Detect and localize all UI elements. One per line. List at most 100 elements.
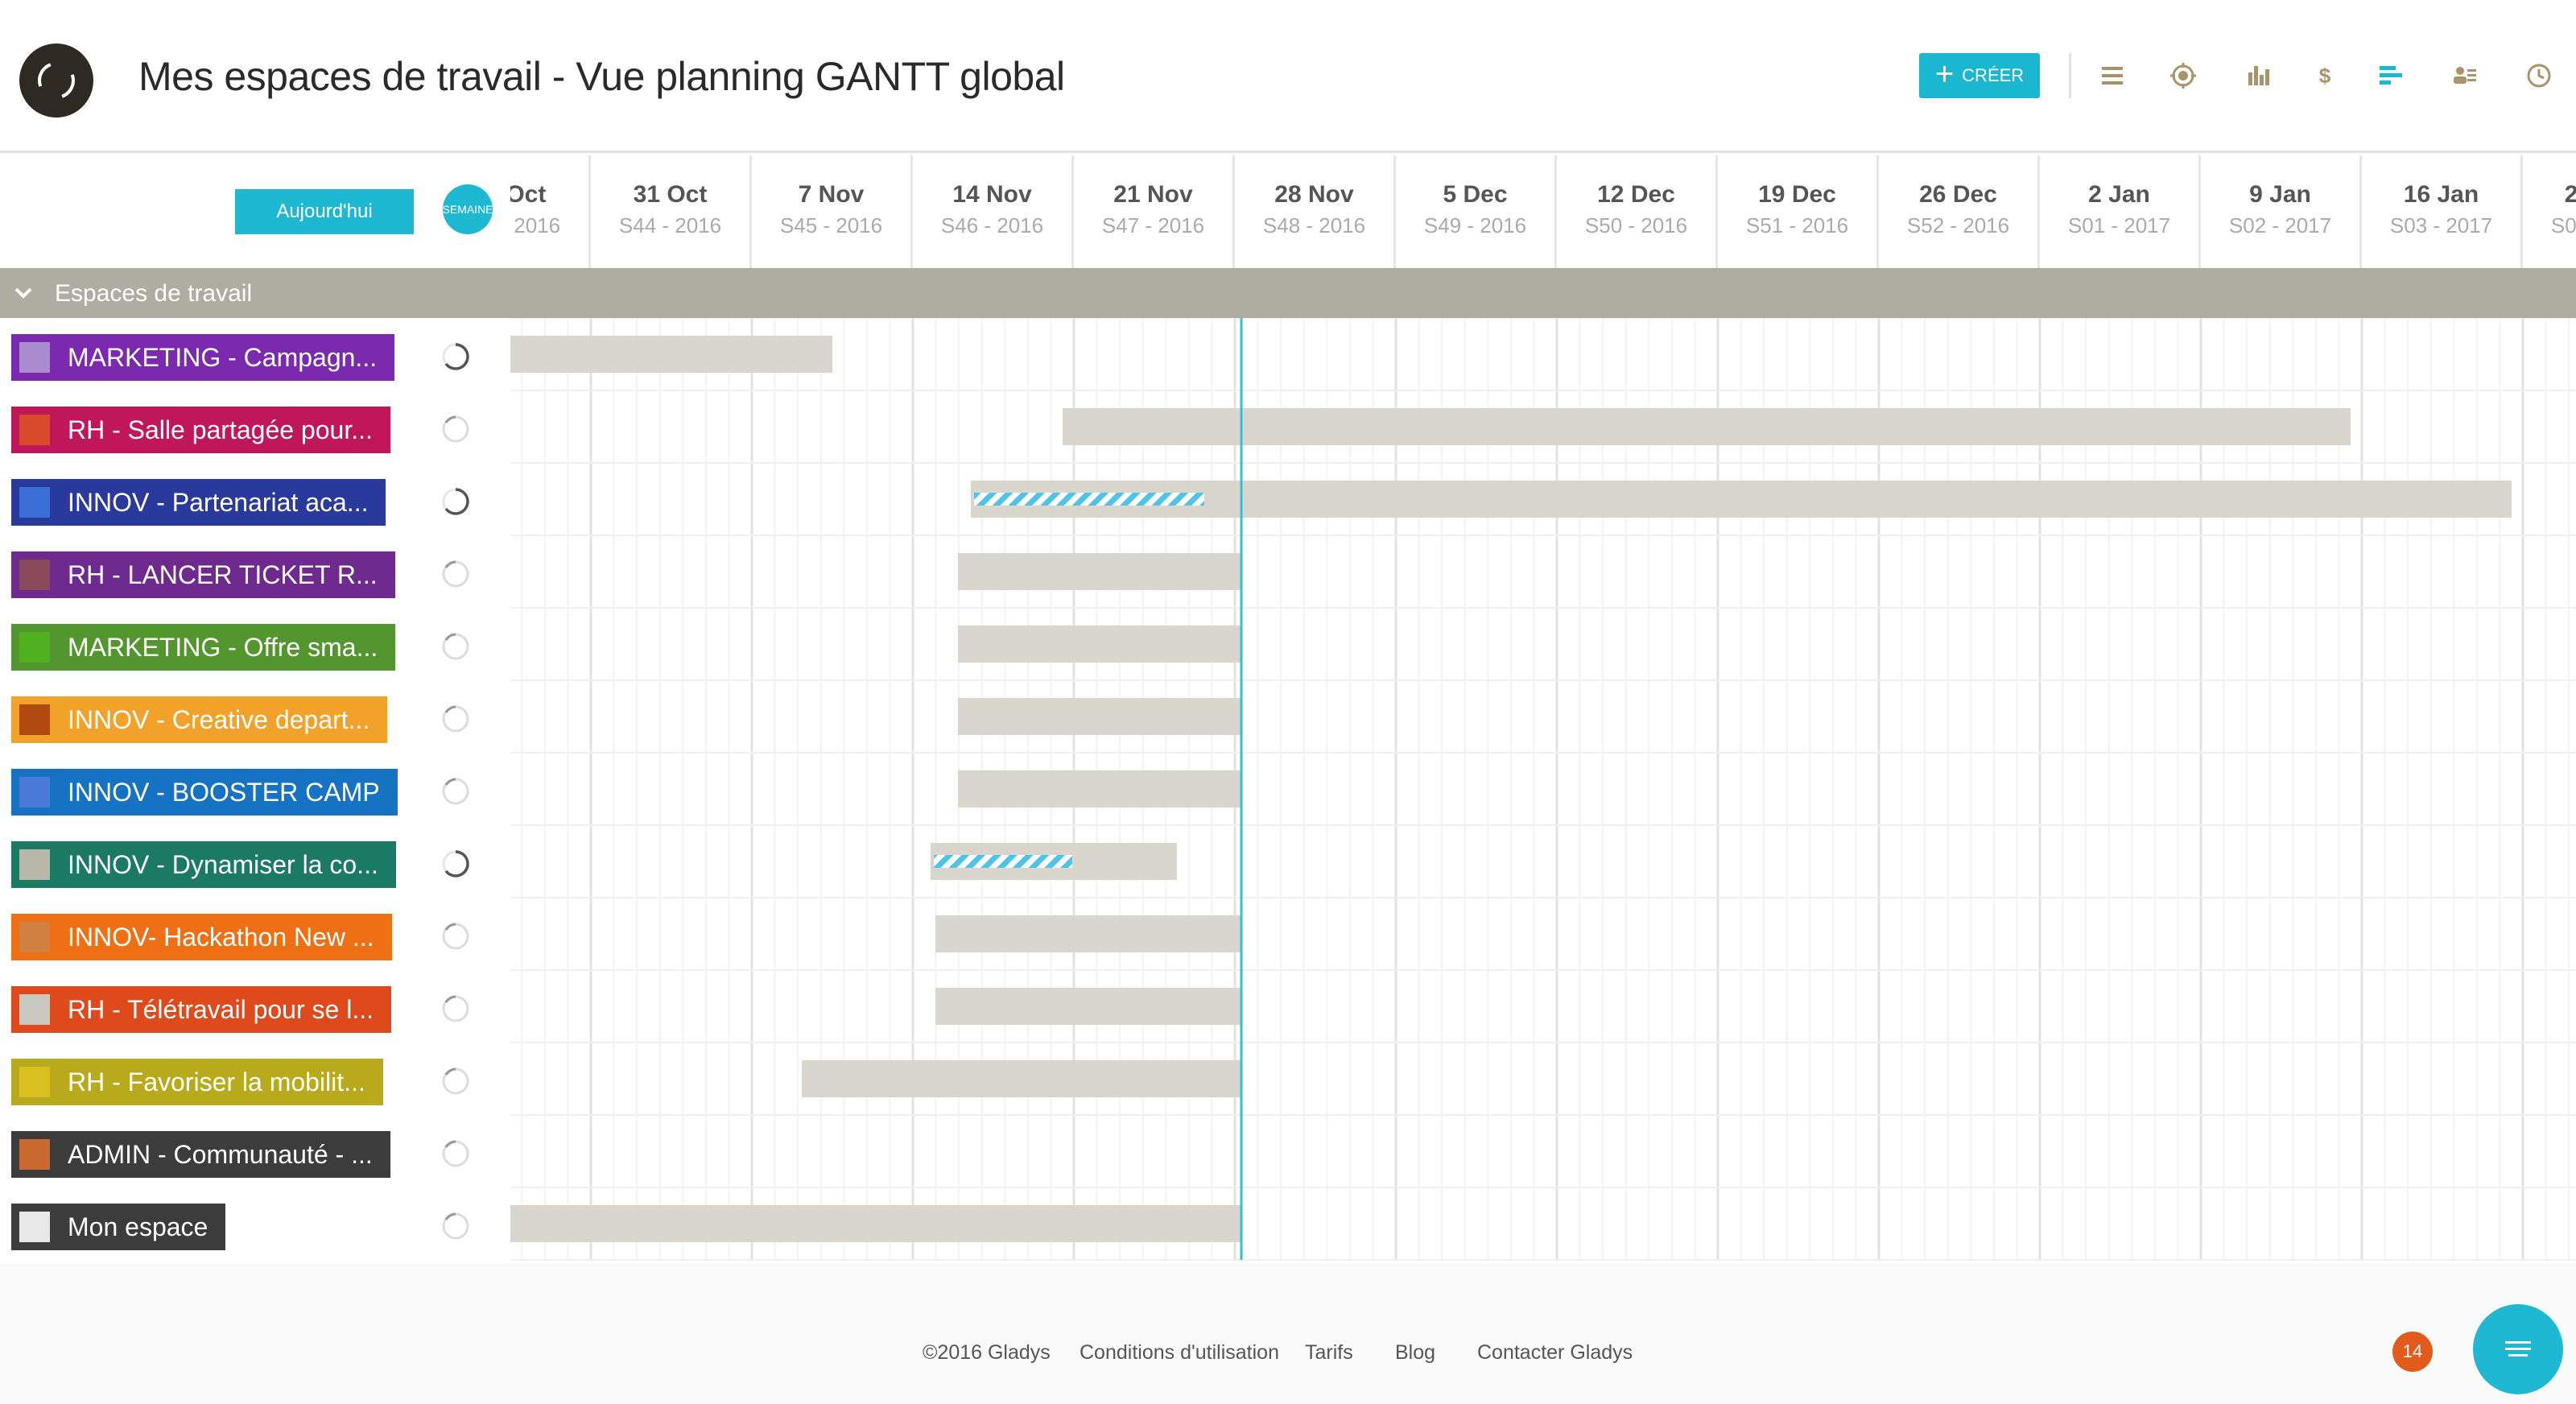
team-icon[interactable]: [2447, 58, 2483, 93]
week-date: 7 Nov: [798, 181, 865, 208]
workspace-thumbnail: [19, 415, 50, 445]
today-button[interactable]: Aujourd'hui: [235, 189, 414, 234]
workspace-name: INNOV - BOOSTER CAMP: [68, 777, 380, 807]
week-column: 31 Oct S44 - 2016: [591, 155, 752, 268]
week-number: S46 - 2016: [940, 213, 1044, 237]
group-label: Espaces de travail: [55, 280, 253, 307]
gantt-bar[interactable]: [958, 553, 1241, 590]
progress-spinner-icon: [442, 343, 469, 370]
workspace-name: MARKETING - Campagn...: [68, 342, 378, 372]
week-number: S50 - 2016: [1584, 213, 1688, 237]
workspace-thumbnail: [19, 632, 50, 663]
gantt-bar[interactable]: [935, 915, 1241, 952]
workspace-label[interactable]: RH - Favoriser la mobilit...: [11, 1059, 383, 1105]
week-column: 16 Jan S03 - 2017: [2362, 155, 2523, 268]
week-number: S52 - 2016: [1906, 213, 2010, 237]
workspace-thumbnail: [19, 487, 50, 518]
workspace-thumbnail: [19, 1139, 50, 1170]
gantt-bar-progress: [974, 493, 1204, 506]
week-column: 2 Jan S01 - 2017: [2040, 155, 2201, 268]
blog-link[interactable]: Blog: [1395, 1341, 1436, 1364]
week-column: 7 Nov S45 - 2016: [752, 155, 913, 268]
workspace-label[interactable]: ADMIN - Communauté - ...: [11, 1131, 390, 1178]
workspace-label[interactable]: INNOV- Hackathon New ...: [11, 914, 392, 960]
app-logo[interactable]: [19, 43, 93, 118]
logo-ring-icon: [31, 56, 81, 105]
workspace-thumbnail: [19, 849, 50, 880]
gantt-bar[interactable]: [802, 1060, 1241, 1097]
group-header[interactable]: Espaces de travail: [0, 268, 2576, 318]
workspace-thumbnail: [19, 994, 50, 1025]
workspace-row: INNOV - Dynamiser la co...: [0, 825, 510, 898]
progress-ring-icon: [442, 778, 469, 805]
gantt-bar[interactable]: [958, 698, 1241, 735]
workspace-name: MARKETING - Offre sma...: [68, 632, 378, 662]
menu-fab[interactable]: [2473, 1304, 2563, 1394]
gantt-icon[interactable]: [2373, 58, 2409, 93]
target-icon[interactable]: [2165, 58, 2201, 93]
gantt-bar[interactable]: [958, 626, 1241, 663]
workspace-label[interactable]: INNOV - Creative depart...: [11, 696, 388, 743]
workspace-row: INNOV- Hackathon New ...: [0, 898, 510, 970]
gantt-chart: MARKETING - Campagn... RH - Salle partagé…: [0, 318, 2576, 1264]
workspace-thumbnail: [19, 777, 50, 807]
notification-badge[interactable]: 14: [2392, 1332, 2433, 1372]
workspace-label[interactable]: RH - Télétravail pour se l...: [11, 986, 391, 1033]
week-column: 19 Dec S51 - 2016: [1718, 155, 1879, 268]
week-number: S02 - 2017: [2228, 213, 2332, 237]
gantt-bar-progress: [934, 855, 1072, 868]
workspace-thumbnail: [19, 1067, 50, 1097]
gantt-bar[interactable]: [958, 770, 1241, 807]
workspace-label[interactable]: RH - Salle partagée pour...: [11, 407, 390, 453]
workspace-label[interactable]: INNOV - Dynamiser la co...: [11, 841, 396, 888]
gantt-bar[interactable]: [935, 988, 1241, 1025]
week-date: 31 Oct: [633, 181, 708, 208]
workspace-row: INNOV - BOOSTER CAMP: [0, 753, 510, 825]
page-title: Mes espaces de travail - Vue planning GA…: [138, 54, 1065, 99]
workspace-label[interactable]: Mon espace: [11, 1204, 226, 1250]
copyright: ©2016 Gladys: [923, 1341, 1051, 1364]
week-number: S03 - 2017: [2389, 213, 2493, 237]
progress-spinner-icon: [442, 850, 469, 878]
workspace-row: RH - Favoriser la mobilit...: [0, 1043, 510, 1115]
workspace-row: MARKETING - Campagn...: [0, 318, 510, 390]
gantt-bar[interactable]: [510, 336, 832, 373]
dollar-icon[interactable]: $: [2307, 58, 2343, 93]
gantt-bar[interactable]: [971, 481, 2512, 518]
create-button[interactable]: + CRÉER: [1919, 53, 2040, 98]
week-date: 12 Dec: [1597, 181, 1675, 208]
timeline-header: Aujourd'hui SEMAINE 24 Oct S43 - 2016 31 O…: [0, 155, 2576, 268]
bar-chart-icon[interactable]: [2241, 58, 2277, 93]
chevron-down-icon[interactable]: [11, 281, 35, 305]
progress-ring-icon: [442, 923, 469, 950]
workspace-row: RH - LANCER TICKET R...: [0, 535, 510, 608]
plus-icon: +: [1934, 56, 1955, 92]
workspace-label[interactable]: MARKETING - Campagn...: [11, 334, 395, 381]
progress-ring-icon: [442, 705, 469, 733]
gantt-bar[interactable]: [1063, 408, 2351, 445]
list-icon[interactable]: [2095, 58, 2130, 93]
pricing-link[interactable]: Tarifs: [1305, 1341, 1353, 1364]
week-number: S48 - 2016: [1262, 213, 1366, 237]
week-date: 24 Oct: [510, 181, 547, 208]
workspace-label[interactable]: MARKETING - Offre sma...: [11, 624, 396, 671]
clock-icon[interactable]: [2521, 58, 2557, 93]
workspace-name: Mon espace: [68, 1212, 208, 1241]
terms-link[interactable]: Conditions d'utilisation: [1080, 1341, 1279, 1364]
contact-link[interactable]: Contacter Gladys: [1477, 1341, 1633, 1364]
scale-selector[interactable]: SEMAINE: [443, 184, 493, 234]
week-date: 14 Nov: [952, 181, 1032, 208]
gantt-bar[interactable]: [510, 1205, 1241, 1242]
workspace-label[interactable]: RH - LANCER TICKET R...: [11, 551, 395, 598]
workspace-row: ADMIN - Communauté - ...: [0, 1115, 510, 1187]
progress-ring-icon: [442, 1067, 469, 1095]
progress-ring-icon: [442, 1140, 469, 1167]
workspace-thumbnail: [19, 704, 50, 735]
workspace-name: RH - Favoriser la mobilit...: [68, 1067, 365, 1096]
week-columns: 24 Oct S43 - 2016 31 Oct S44 - 2016 7 Nov S45…: [510, 155, 2576, 268]
workspace-label[interactable]: INNOV - Partenariat aca...: [11, 479, 386, 526]
week-number: S01 - 2017: [2067, 213, 2171, 237]
svg-text:$: $: [2319, 64, 2331, 88]
workspace-label[interactable]: INNOV - BOOSTER CAMP: [11, 769, 398, 816]
progress-ring-icon: [442, 995, 469, 1022]
